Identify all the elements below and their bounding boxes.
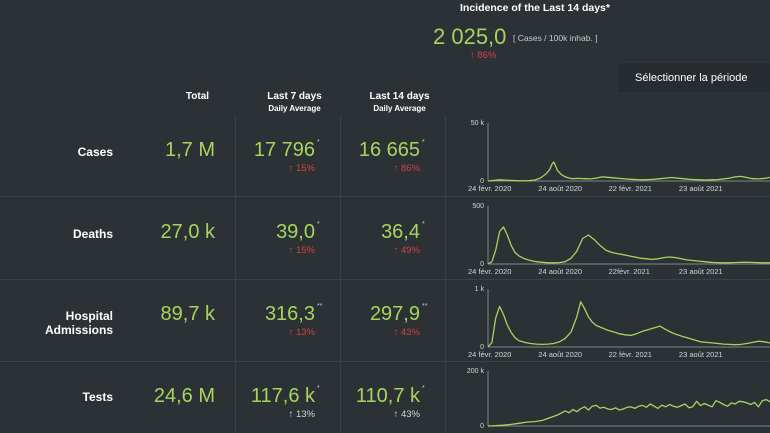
chart-y-tick-label: 0 [480,178,484,185]
deaths-7day-change: ↑ 15% [288,245,315,256]
deaths-14day-value: 36,4 [381,221,420,243]
tests-total: 24,6 M [153,385,215,407]
grid-divider [235,115,236,433]
hospital-7day-mark: ** [317,303,323,310]
deaths-7day-mark: * [317,221,320,228]
column-total-label: Total [185,91,210,102]
hospital-total: 89,7 k [160,303,215,325]
cases-14day-mark: * [422,139,425,146]
chart-y-tick-label: 200 k [467,368,485,375]
grid-divider [340,115,341,433]
chart-y-tick-label: 1 k [475,286,485,293]
incidence-unit: [ Cases / 100k inhab. ] [513,33,598,43]
chart-deaths-svg: 500 024 févr. 2020 24 août 2020 22févr. 202… [468,203,770,276]
column-header-last7: Last 7 days Daily Average [252,91,337,115]
chart-x-tick-label: 24 août 2020 [538,350,582,359]
chart-y-tick-label: 50 k [471,120,485,127]
select-period-button[interactable]: Sélectionner la période [617,62,770,93]
chart-x-tick-label: 22 févr. 2021 [609,184,652,193]
deaths-14day-change: ↑ 49% [393,245,420,256]
chart-tests[interactable]: 200 k 0 [440,363,770,433]
hospital-14day-mark: ** [422,303,428,310]
row-label-deaths: Deaths [72,227,113,241]
row-divider [0,361,770,362]
cases-7day-value: 17 796 [253,139,315,161]
chart-hospital-svg: 1 k 024 févr. 2020 24 août 2020 22 févr. 20… [468,286,770,359]
incidence-title: Incidence of the Last 14 days* [460,2,610,14]
column-last14-sublabel: Daily Average [373,104,426,113]
row-label-tests: Tests [82,390,113,404]
hospital-14day-value: 297,9 [369,303,420,325]
column-header-total: Total [165,91,230,103]
chart-x-tick-label: 23 août 2021 [679,350,723,359]
chart-hospital-admissions[interactable]: 1 k 0 24 févr. 2020 24 août 2020 22 févr. 20… [440,281,770,361]
chart-y-tick-label: 0 [480,261,484,268]
cases-14day-value: 16 665 [358,139,420,161]
column-last14-label: Last 14 days [369,91,430,102]
chart-x-tick-label: 24 févr. 2020 [468,184,511,193]
chart-x-tick-label: 24 févr. 2020 [468,267,511,276]
chart-x-tick-label: 23 août 2021 [679,267,723,276]
chart-x-tick-label: 22 févr. 2021 [609,350,652,359]
incidence-change: ↑ 86% [470,50,497,61]
chart-cases[interactable]: 50 k 0 24 févr. 2020 24 août 2020 22 févr. 2… [440,115,770,195]
hospital-7day-value: 316,3 [264,303,315,325]
column-last7-sublabel: Daily Average [268,104,321,113]
row-label-hospital-admissions: Hospital Admissions [44,309,113,337]
chart-x-tick-label: 23 août 2021 [679,184,723,193]
chart-tests-svg: 200 k 0 [467,368,770,430]
cases-7day-change: ↑ 15% [288,163,315,174]
chart-series-line [487,398,770,427]
row-label-cases: Cases [77,145,113,159]
tests-14day-value: 110,7 k [355,385,420,407]
chart-x-tick-label: 24 août 2020 [538,184,582,193]
tests-14day-mark: * [422,385,425,392]
chart-y-tick-label: 0 [480,344,484,351]
cases-7day-mark: * [317,139,320,146]
chart-x-tick-label: 22févr. 2021 [609,267,650,276]
tests-14day-change: ↑ 43% [393,409,420,420]
tests-7day-value: 117,6 k [250,385,315,407]
chart-x-tick-label: 24 févr. 2020 [468,350,511,359]
chart-y-tick-label: 500 [472,203,484,210]
tests-7day-change: ↑ 13% [288,409,315,420]
row-divider [0,279,770,280]
chart-cases-svg: 50 k 024 févr. 2020 24 août 2020 22 févr. 2… [468,120,770,193]
deaths-7day-value: 39,0 [276,221,315,243]
row-divider [0,196,770,197]
tests-7day-mark: * [317,385,320,392]
chart-deaths[interactable]: 500 0 24 févr. 2020 24 août 2020 22févr. 202… [440,198,770,278]
chart-series-line [487,301,770,348]
column-header-last14: Last 14 days Daily Average [357,91,442,115]
cases-total: 1,7 M [164,139,215,161]
grid-divider [445,115,446,433]
hospital-7day-change: ↑ 13% [288,327,315,338]
incidence-value: 2 025,0 [433,24,507,49]
chart-x-tick-label: 24 août 2020 [538,267,582,276]
deaths-14day-mark: * [422,221,425,228]
column-last7-label: Last 7 days [267,91,322,102]
cases-14day-change: ↑ 86% [393,163,420,174]
chart-y-tick-label: 0 [480,423,484,430]
chart-series-line [487,161,770,182]
deaths-total: 27,0 k [160,221,215,243]
hospital-14day-change: ↑ 43% [393,327,420,338]
chart-series-line [487,226,770,265]
